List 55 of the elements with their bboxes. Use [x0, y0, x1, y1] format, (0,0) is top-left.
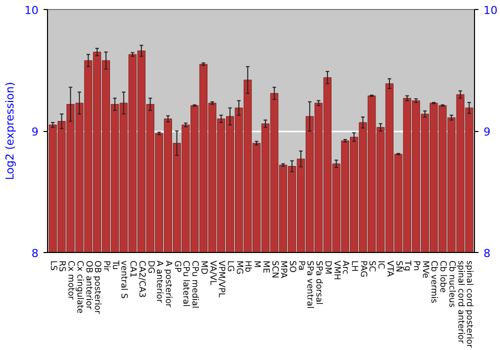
x-tick-label: Cb nucleus	[446, 260, 456, 308]
x-tick-label: ventral S	[118, 260, 129, 299]
x-tick-label: SCN	[269, 260, 280, 278]
x-tick-label: VTA	[384, 260, 394, 277]
y2-tick-label: 10	[484, 4, 498, 17]
x-tick-label: Cx motor	[66, 260, 76, 300]
x-tick-label: Hb	[242, 260, 253, 272]
x-tick-label: LH	[349, 260, 360, 272]
x-tick-label: VPM/VPL	[216, 260, 226, 298]
x-tick-label: RS	[56, 260, 67, 272]
x-tick-label: Tg	[402, 260, 412, 272]
x-tick-label: SO	[287, 260, 298, 273]
x-tick-label: OB anterior	[83, 260, 94, 310]
x-tick-label: Pa	[296, 260, 306, 270]
x-tick-label: GP	[172, 260, 182, 272]
y-tick-label: 8	[32, 247, 38, 260]
x-tick-label: SN	[393, 260, 404, 272]
x-tick-label: A posterior	[162, 260, 173, 308]
x-tick-label: VA/VL	[207, 260, 218, 286]
y2-tick-label: 9	[484, 126, 490, 138]
x-tick-label: PAG	[358, 260, 368, 278]
x-tick-label: CPu lateral	[180, 260, 191, 307]
x-tick-label: MG	[234, 260, 244, 274]
x-tick-label: MPA	[278, 260, 288, 278]
y-tick-label: 9	[32, 126, 38, 138]
x-tick-label: MD	[198, 260, 208, 275]
y-axis-title: Log2 (expression)	[4, 82, 17, 180]
y-tick-label: 10	[24, 4, 39, 17]
x-tick-label: A anterior	[154, 260, 164, 304]
x-tick-label: Tu	[110, 260, 120, 270]
x-tick-label: Pn	[411, 260, 422, 271]
x-tick-label: CA1	[128, 260, 138, 278]
x-tick-label: DG	[145, 260, 156, 274]
y2-tick-label: 8	[484, 247, 490, 260]
x-tick-label: MVe	[420, 260, 430, 278]
x-tick-label: VMH	[331, 260, 342, 280]
x-tick-label: Cx cingulate	[74, 260, 84, 314]
x-tick-label: ME	[260, 260, 270, 274]
x-tick-label: M	[252, 260, 262, 268]
x-tick-label: CPu medial	[190, 260, 200, 308]
x-tick-label: SC	[366, 260, 377, 272]
x-tick-label: OB posterior	[92, 260, 102, 314]
x-tick-label: SPa dorsal	[314, 260, 324, 305]
x-tick-label: DM	[322, 260, 332, 274]
x-tick-label: Arc	[340, 260, 350, 275]
x-tick-label: Cb vermis	[428, 260, 439, 304]
x-tick-label: CA2/CA3	[136, 260, 146, 298]
x-tick-label: LG	[224, 260, 235, 272]
x-tick-label: SPa ventral	[304, 260, 315, 309]
x-tick-label: spinal cord anterior	[455, 260, 466, 344]
x-tick-label: LS	[48, 260, 58, 271]
x-tick-label: IC	[376, 260, 386, 270]
x-tick-label: spinal cord posterior	[464, 260, 474, 348]
x-tick-label: Pir	[100, 260, 111, 272]
x-tick-label: Cb lobe	[438, 260, 448, 293]
